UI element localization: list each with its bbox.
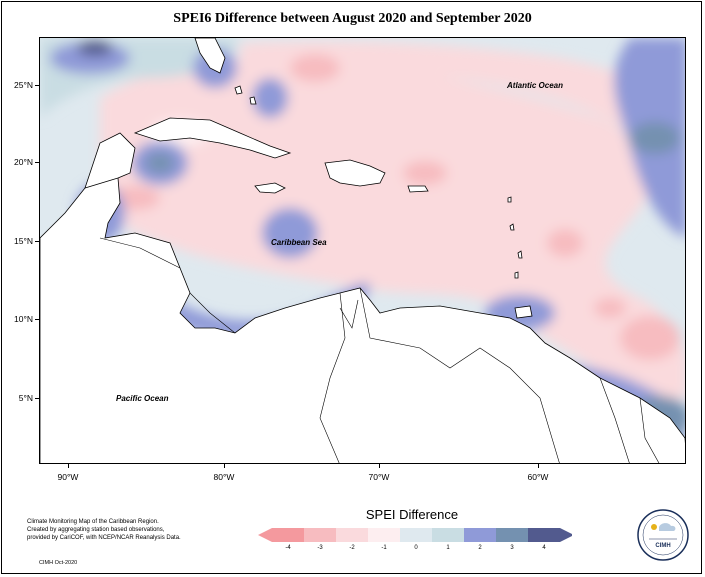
colorbar-cell <box>528 528 560 542</box>
colorbar-tick-label: 3 <box>510 545 514 551</box>
credit-block: Climate Monitoring Map of the Caribbean … <box>27 518 181 543</box>
credit-date: CIMH Oct-2020 <box>39 560 78 566</box>
label-atlantic-ocean: Atlantic Ocean <box>507 81 564 90</box>
logo-text: CIMH <box>655 543 670 549</box>
lat-label-20n: 20°N <box>14 157 33 167</box>
colorbar-tick-label: -2 <box>349 545 355 551</box>
label-caribbean-sea: Caribbean Sea <box>271 238 327 247</box>
colorbar-cell <box>272 528 304 542</box>
label-pacific-ocean: Pacific Ocean <box>116 394 169 403</box>
legend-title: SPEI Difference <box>365 507 459 522</box>
lat-tick-20n <box>35 162 39 163</box>
lon-tick-90w <box>68 464 69 468</box>
colorbar-tick-label: -3 <box>317 545 323 551</box>
credit-line-1: Climate Monitoring Map of the Caribbean … <box>27 519 159 525</box>
lon-label-60w: 60°W <box>527 472 549 482</box>
map-title: SPEI6 Difference between August 2020 and… <box>173 11 532 26</box>
colorbar-cell <box>400 528 432 542</box>
colorbar-cell <box>496 528 528 542</box>
cloud-icon <box>659 523 676 531</box>
sun-icon <box>651 524 657 530</box>
lon-tick-60w <box>538 464 539 468</box>
colorbar-tick-label: -4 <box>285 545 291 551</box>
lat-tick-5n <box>35 398 39 399</box>
lat-label-10n: 10°N <box>14 314 33 324</box>
map-svg <box>40 38 685 463</box>
lat-tick-25n <box>35 85 39 86</box>
colorbar-tick-label: -1 <box>381 545 387 551</box>
colorbar-cell <box>464 528 496 542</box>
colorbar-cell <box>304 528 336 542</box>
colorbar-cells <box>258 528 572 542</box>
lat-tick-15n <box>35 241 39 242</box>
colorbar-cell <box>368 528 400 542</box>
lon-label-90w: 90°W <box>57 472 79 482</box>
country-borders <box>99 237 660 463</box>
colorbar-low-arrow <box>258 528 272 542</box>
colorbar <box>258 528 572 542</box>
credit-line-2: Created by aggregating station based obs… <box>27 527 165 534</box>
lat-label-5n: 5°N <box>18 393 33 403</box>
lat-label-25n: 25°N <box>14 80 33 90</box>
lat-label-15n: 15°N <box>14 236 33 246</box>
colorbar-tick-label: 2 <box>478 545 482 551</box>
lat-tick-10n <box>35 319 39 320</box>
landmass <box>40 38 685 463</box>
lon-tick-80w <box>224 464 225 468</box>
colorbar-tick-label: 0 <box>414 545 418 551</box>
credit-line-3: provided by CariCOF, with NCEP/NCAR Rean… <box>27 535 181 542</box>
lon-tick-70w <box>379 464 380 468</box>
lon-label-70w: 70°W <box>368 472 390 482</box>
map-panel: Atlantic Ocean Caribbean Sea Pacific Oce… <box>39 37 686 464</box>
colorbar-tick-label: 4 <box>542 545 546 551</box>
colorbar-high-arrow <box>560 528 572 542</box>
colorbar-cell <box>432 528 464 542</box>
colorbar-tick-label: 1 <box>446 545 450 551</box>
colorbar-cell <box>336 528 368 542</box>
lon-label-80w: 80°W <box>213 472 235 482</box>
cimh-logo: CIMH <box>637 509 689 561</box>
